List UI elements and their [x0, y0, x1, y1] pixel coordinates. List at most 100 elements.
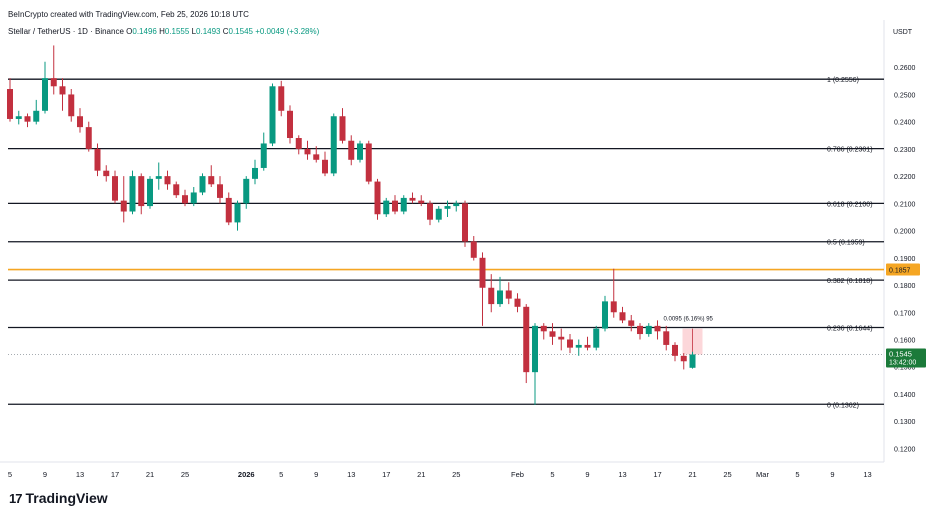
y-tick-label: 0.1900 — [894, 256, 916, 263]
y-tick-label: 0.2100 — [894, 201, 916, 208]
x-tick-label: Feb — [511, 470, 524, 479]
x-tick-label: 9 — [585, 470, 589, 479]
x-tick-label: 21 — [417, 470, 425, 479]
last-price-label: 0.1545 — [889, 349, 912, 358]
candle-body — [427, 203, 433, 220]
candle-body — [260, 143, 267, 168]
candle-body — [85, 127, 92, 149]
candle-body — [234, 203, 241, 223]
candle-body — [602, 301, 608, 329]
candle-body — [42, 78, 48, 111]
x-tick-label: 13 — [76, 470, 84, 479]
candle-body — [182, 195, 188, 204]
x-tick-label: 2026 — [238, 470, 255, 479]
candle-body — [392, 200, 398, 212]
x-tick-label: 13 — [347, 470, 355, 479]
candle-body — [103, 170, 110, 177]
ohlc-legend: Stellar / TetherUS · 1D · Binance O0.149… — [8, 27, 320, 36]
x-tick-label: 5 — [550, 470, 554, 479]
candle-body — [59, 86, 66, 95]
candle-body — [190, 192, 197, 204]
tradingview-logo-icon: 17 — [9, 490, 23, 506]
last-price-badge — [886, 348, 926, 368]
y-tick-label: 0.2500 — [894, 92, 916, 99]
candle-body — [287, 110, 293, 139]
candle-body — [24, 116, 31, 122]
created-by-text: BeInCrypto created with TradingView.com,… — [8, 10, 249, 19]
candle-body — [155, 176, 162, 179]
x-tick-label: 25 — [181, 470, 189, 479]
open-value: 0.1496 — [132, 27, 157, 36]
axis-unit-label: USDT — [893, 29, 913, 36]
candle-body — [33, 110, 40, 122]
x-axis: 5 9 13 17 21 25 2026 5 9 13 17 21 25 Feb 5 9 13 17 21 25 Mar… — [8, 470, 872, 479]
x-tick-label: Mar — [756, 470, 769, 479]
x-tick-label: 9 — [43, 470, 47, 479]
candle-body — [68, 94, 75, 117]
candle-body — [243, 178, 250, 204]
low-value: 0.1493 — [196, 27, 221, 36]
fib-label-0.5: 0.5 (0.1959) — [827, 240, 865, 247]
candle-body — [374, 181, 381, 215]
candle-body — [173, 184, 180, 196]
candle-body — [418, 200, 425, 204]
resistance-badge — [886, 263, 920, 276]
candle-body — [549, 331, 556, 337]
candle-body — [7, 89, 13, 119]
x-tick-label: 25 — [723, 470, 731, 479]
y-tick-label: 0.1800 — [894, 283, 916, 290]
candle-body — [672, 344, 678, 356]
candle-body — [77, 116, 83, 128]
fib-levels: 1 (0.2556) 0.786 (0.2301) 0.618 (0.2100) 0.… — [8, 77, 884, 409]
candle-body — [470, 241, 477, 258]
candle-body — [654, 325, 661, 332]
x-tick-label: 5 — [795, 470, 799, 479]
y-tick-label: 0.2200 — [894, 174, 916, 181]
candle-body — [252, 167, 258, 179]
y-tick-label: 0.2400 — [894, 120, 916, 127]
candle-body — [444, 206, 451, 209]
candle-body — [453, 203, 460, 207]
change-value: +0.0049 (+3.28%) — [255, 27, 320, 36]
candle-body — [50, 78, 57, 87]
candle-body — [575, 344, 582, 348]
close-value: 0.1545 — [228, 27, 253, 36]
y-tick-label: 0.1300 — [894, 419, 916, 426]
candle-body — [383, 200, 390, 215]
candle-body — [435, 208, 442, 220]
resistance-badge-label: 0.1857 — [889, 268, 911, 275]
resistance-line: 0.1857 — [8, 263, 920, 276]
candle-body — [462, 203, 468, 242]
candle-body — [409, 197, 416, 201]
symbol-label: Stellar / TetherUS · 1D · Binance — [8, 27, 124, 36]
y-tick-label: 0.1700 — [894, 310, 916, 317]
fib-label-0: 0 (0.1362) — [827, 402, 859, 409]
y-tick-label: 0.1400 — [894, 392, 916, 399]
candle-body — [278, 86, 285, 111]
candle-body — [322, 159, 328, 174]
candle-body — [488, 287, 495, 305]
y-tick-label: 0.2600 — [894, 65, 916, 72]
candle-body — [558, 336, 565, 340]
candle-body — [584, 344, 591, 348]
tradingview-brand[interactable]: 17 TradingView — [9, 490, 108, 506]
candle-body — [304, 148, 311, 155]
fib-label-0.618: 0.618 (0.2100) — [827, 201, 873, 208]
candle-body — [330, 116, 337, 174]
candle-body — [348, 140, 355, 160]
candle-body — [610, 301, 617, 313]
grid — [0, 20, 885, 463]
candle-body — [15, 116, 22, 119]
x-tick-label: 25 — [452, 470, 460, 479]
x-tick-label: 5 — [279, 470, 283, 479]
candle-body — [645, 325, 652, 335]
candle-body — [365, 143, 372, 182]
x-tick-label: 13 — [863, 470, 871, 479]
candle-body — [208, 176, 215, 185]
candle-body — [479, 257, 486, 288]
candle-body — [129, 176, 136, 212]
x-tick-label: 9 — [830, 470, 834, 479]
measure-box: 0.0095 (6.16%) 95 — [664, 317, 714, 355]
candle-body — [532, 325, 538, 373]
